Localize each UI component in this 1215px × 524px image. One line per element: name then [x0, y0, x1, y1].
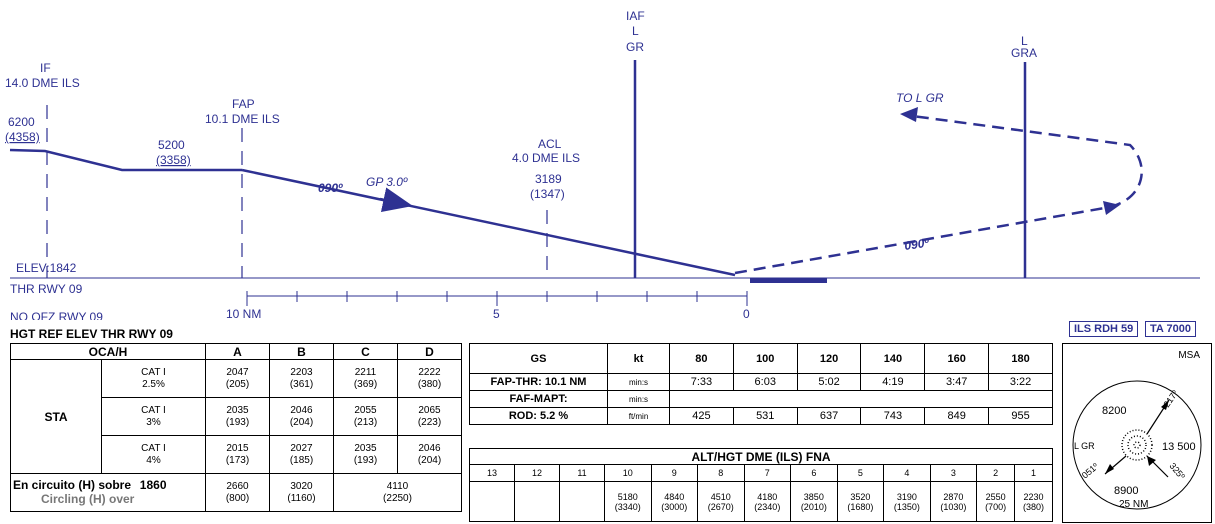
msa-sector-e: 13 500: [1162, 441, 1196, 453]
course-missed: 090º: [903, 236, 930, 253]
scale-10nm: 10 NM: [226, 307, 261, 320]
oca-header-a: A: [205, 343, 270, 360]
scale-ticks: [246, 291, 748, 306]
gs-header-kt: kt: [607, 343, 670, 374]
gs-header-120: 120: [796, 343, 862, 374]
acl-alt: 3189: [535, 172, 562, 186]
msa-title: MSA: [1178, 350, 1200, 361]
missed-arrow-head: [900, 107, 918, 122]
msa-center-circle: [1121, 429, 1153, 461]
hgt-ref-title: HGT REF ELEV THR RWY 09: [10, 327, 173, 341]
sta-label: STA: [10, 359, 102, 474]
scale-0: 0: [743, 307, 750, 320]
gs-header-180: 180: [988, 343, 1053, 374]
oca-header-c: C: [333, 343, 398, 360]
msa-radial-325: 325º: [1167, 461, 1187, 482]
missed-arrow-mid: [1103, 201, 1120, 215]
gra-l: L: [1021, 34, 1028, 48]
step-hgt: (3358): [156, 153, 191, 167]
msa-radial-217: 217º: [1161, 388, 1180, 409]
gs-header: GS: [469, 343, 608, 374]
gs-header-80: 80: [669, 343, 734, 374]
msa-radial-051: 051º: [1080, 461, 1101, 481]
acl-hgt: (1347): [530, 187, 565, 201]
step-alt: 5200: [158, 138, 185, 152]
if-alt: 6200: [8, 115, 35, 129]
approach-path: [9, 148, 242, 172]
msa-box: MSA 8200 13 500 8900 L GR 217º 051º 325º…: [1062, 343, 1212, 523]
oca-header: OCA/H: [10, 343, 206, 360]
no-ofz-label: NO OFZ RWY 09: [10, 310, 103, 320]
gs-header-100: 100: [732, 343, 798, 374]
if-hgt: (4358): [5, 130, 40, 144]
thr-label: THR RWY 09: [10, 282, 83, 296]
missed-approach-path: [734, 113, 1143, 275]
iaf-title: IAF: [626, 9, 645, 23]
oca-header-d: D: [397, 343, 462, 360]
msa-radius: 25 NM: [1119, 499, 1148, 510]
fap-dme: 10.1 DME ILS: [205, 112, 280, 126]
iaf-l: L: [632, 24, 639, 38]
course-inbound: 090º: [318, 181, 343, 195]
scale-5: 5: [493, 307, 500, 320]
ta-badge: TA 7000: [1145, 321, 1196, 337]
runway-bar: [750, 278, 827, 283]
gs-row: FAF-MAPT: min:s: [469, 390, 1053, 408]
elev-label: ELEV:1842: [16, 261, 77, 275]
oca-header-b: B: [269, 343, 334, 360]
to-lgr: TO L GR: [896, 91, 944, 105]
glidepath-line: [241, 168, 736, 277]
oca-table: OCA/H A B C D STA CAT I 2.5% 2047 (205) 22…: [10, 343, 462, 512]
if-title: IF: [40, 61, 51, 75]
oca-row: CAT I 4% 2015 (173) 2027 (185) 2035 (193) 20…: [11, 435, 462, 474]
msa-diagram: MSA 8200 13 500 8900 L GR 217º 051º 325º…: [1072, 350, 1202, 510]
gs-header-160: 160: [924, 343, 990, 374]
glidepath-label: GP 3.0º: [366, 175, 408, 189]
glidepath-arrow: [379, 187, 413, 212]
gs-row: FAP-THR: 10.1 NM min:s 7:33 6:03 5:02 4:19…: [469, 373, 1053, 391]
alt-hgt-title: ALT/HGT DME (ILS) FNA: [469, 448, 1053, 465]
gs-table: GS kt 80 100 120 140 160 180 FAP-THR: 10…: [469, 343, 1053, 425]
rdh-badge: ILS RDH 59: [1069, 321, 1139, 337]
gs-header-140: 140: [860, 343, 926, 374]
alt-row: 5180 (3340) 4840 (3000) 4510 (2670) 4180 (23…: [469, 481, 1053, 522]
msa-sector-s: 8900: [1114, 485, 1138, 497]
acl-dme: 4.0 DME ILS: [512, 151, 580, 165]
gs-row: ROD: 5.2 % ft/min 425 531 637 743 849 955: [469, 407, 1053, 425]
fap-title: FAP: [232, 97, 255, 111]
msa-sector-nw: 8200: [1102, 405, 1126, 417]
msa-center-label: L GR: [1074, 441, 1095, 451]
oca-row: STA CAT I 2.5% 2047 (205) 2203 (361) 2211 (3…: [10, 359, 462, 474]
if-dme: 14.0 DME ILS: [5, 76, 80, 90]
iaf-name: GR: [626, 40, 644, 54]
acl-title: ACL: [538, 137, 562, 151]
profile-view: 10 NM 5 0 IF 14.0 DME ILS 6200 (4358) 52…: [5, 9, 1200, 320]
gra-name: GRA: [1011, 46, 1037, 60]
circling-row: En circuito (H) sobre 1860 Circling (H) …: [10, 473, 462, 512]
